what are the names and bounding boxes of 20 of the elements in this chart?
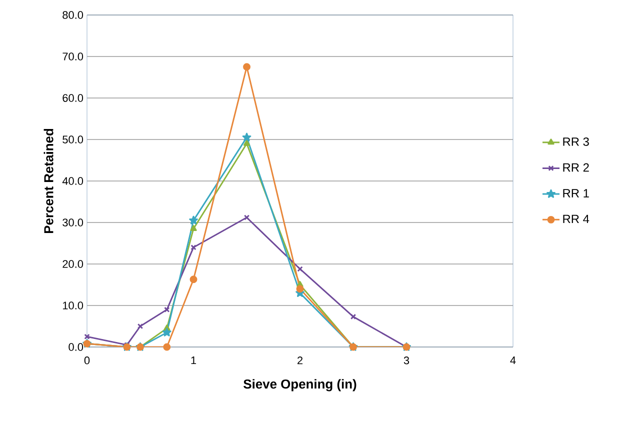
- x-tick-label: 1: [191, 356, 196, 364]
- y-tick-label: 50.0: [62, 136, 84, 144]
- y-tick-label: 10.0: [62, 302, 84, 310]
- y-tick-label: 80.0: [62, 11, 84, 19]
- x-tick-label: 0: [84, 356, 90, 364]
- y-axis-title: Percent Retained: [44, 128, 54, 234]
- legend-label: RR 2: [563, 163, 589, 172]
- y-tick-label: 70.0: [62, 52, 84, 60]
- y-tick-label: 30.0: [62, 218, 84, 226]
- y-tick-label: 0.0: [68, 343, 84, 351]
- x-axis-title: Sieve Opening (in): [244, 379, 356, 392]
- legend-label: RR 4: [563, 214, 590, 224]
- x-tick-label: 4: [510, 356, 516, 364]
- y-tick-label: 20.0: [62, 260, 84, 268]
- y-tick-label: 40.0: [62, 177, 84, 185]
- x-tick-label: 2: [298, 356, 302, 364]
- legend-label: RR 1: [563, 189, 589, 198]
- x-tick-label: 3: [404, 356, 410, 364]
- legend-label: RR 3: [563, 137, 589, 146]
- y-tick-label: 60.0: [62, 94, 84, 102]
